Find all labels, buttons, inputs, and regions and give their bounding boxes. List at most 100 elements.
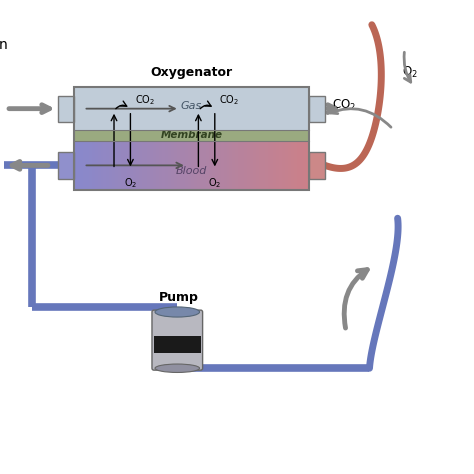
Bar — [194, 141, 198, 190]
Text: $\mathregular{O_2}$: $\mathregular{O_2}$ — [402, 65, 418, 81]
Bar — [203, 141, 207, 190]
Bar — [147, 141, 151, 190]
Bar — [247, 141, 250, 190]
Bar — [206, 141, 210, 190]
Bar — [279, 141, 283, 190]
Bar — [162, 141, 165, 190]
Bar — [89, 141, 92, 190]
Bar — [154, 336, 201, 353]
Text: n: n — [0, 38, 8, 52]
Bar — [238, 141, 242, 190]
Bar — [229, 141, 233, 190]
Ellipse shape — [155, 307, 200, 317]
Bar — [58, 96, 74, 122]
Text: Blood: Blood — [176, 166, 207, 176]
Bar — [271, 141, 274, 190]
Bar — [77, 141, 81, 190]
FancyBboxPatch shape — [152, 310, 202, 370]
Text: $\mathregular{O_2}$: $\mathregular{O_2}$ — [208, 176, 221, 190]
Bar — [74, 87, 309, 190]
Bar — [294, 141, 297, 190]
Text: $\mathregular{CO_2}$: $\mathregular{CO_2}$ — [135, 93, 155, 107]
Bar — [153, 141, 157, 190]
Bar — [95, 141, 98, 190]
Bar — [209, 141, 212, 190]
Bar — [262, 141, 265, 190]
Bar — [297, 141, 300, 190]
Bar — [282, 141, 285, 190]
Bar — [306, 141, 309, 190]
Text: Oxygenator: Oxygenator — [150, 65, 232, 79]
Bar — [285, 141, 289, 190]
Bar — [74, 141, 78, 190]
Ellipse shape — [155, 364, 200, 373]
Bar — [309, 152, 325, 179]
Text: Membrane: Membrane — [160, 130, 222, 140]
Bar — [109, 141, 113, 190]
Bar — [264, 141, 268, 190]
Bar — [300, 141, 303, 190]
Bar — [259, 141, 262, 190]
Bar — [244, 141, 247, 190]
Text: $\mathregular{CO_2}$: $\mathregular{CO_2}$ — [219, 93, 240, 107]
Bar — [241, 141, 245, 190]
Bar — [174, 141, 177, 190]
Bar — [309, 96, 325, 122]
Bar — [92, 141, 95, 190]
Bar — [185, 141, 189, 190]
Bar — [150, 141, 154, 190]
Bar — [221, 141, 224, 190]
Bar — [253, 141, 256, 190]
Bar — [106, 141, 110, 190]
Bar — [127, 141, 130, 190]
Bar — [224, 141, 227, 190]
Bar — [100, 141, 104, 190]
Bar — [98, 141, 101, 190]
Bar — [83, 141, 86, 190]
Bar — [136, 141, 139, 190]
Bar — [180, 141, 183, 190]
Bar — [171, 141, 174, 190]
Bar — [168, 141, 171, 190]
Text: Pump: Pump — [158, 291, 199, 303]
Bar — [165, 141, 168, 190]
Bar — [232, 141, 236, 190]
Bar — [273, 141, 277, 190]
Bar — [80, 141, 83, 190]
Bar — [103, 141, 107, 190]
Bar — [215, 141, 218, 190]
Bar — [191, 141, 195, 190]
Bar — [235, 141, 239, 190]
Bar — [288, 141, 292, 190]
Bar — [115, 141, 118, 190]
Bar — [159, 141, 163, 190]
Bar — [133, 141, 136, 190]
Bar — [86, 141, 89, 190]
Bar — [177, 141, 180, 190]
Bar — [250, 141, 253, 190]
Text: $\mathregular{CO_2}$: $\mathregular{CO_2}$ — [332, 98, 356, 113]
Bar — [212, 141, 215, 190]
Bar — [124, 141, 128, 190]
Bar — [197, 141, 201, 190]
Bar — [182, 141, 186, 190]
Bar — [112, 141, 116, 190]
Bar — [303, 141, 306, 190]
Bar — [74, 87, 309, 130]
Bar — [118, 141, 121, 190]
Bar — [142, 141, 145, 190]
Bar — [74, 130, 309, 141]
Bar — [200, 141, 203, 190]
Bar — [291, 141, 294, 190]
Bar — [121, 141, 125, 190]
Bar — [267, 141, 271, 190]
Bar — [218, 141, 221, 190]
Text: $\mathregular{O_2}$: $\mathregular{O_2}$ — [124, 176, 137, 190]
Text: Gas: Gas — [181, 101, 202, 111]
Bar — [130, 141, 133, 190]
Bar — [156, 141, 160, 190]
Bar — [276, 141, 280, 190]
Bar — [189, 141, 192, 190]
Bar — [145, 141, 148, 190]
Bar — [256, 141, 259, 190]
